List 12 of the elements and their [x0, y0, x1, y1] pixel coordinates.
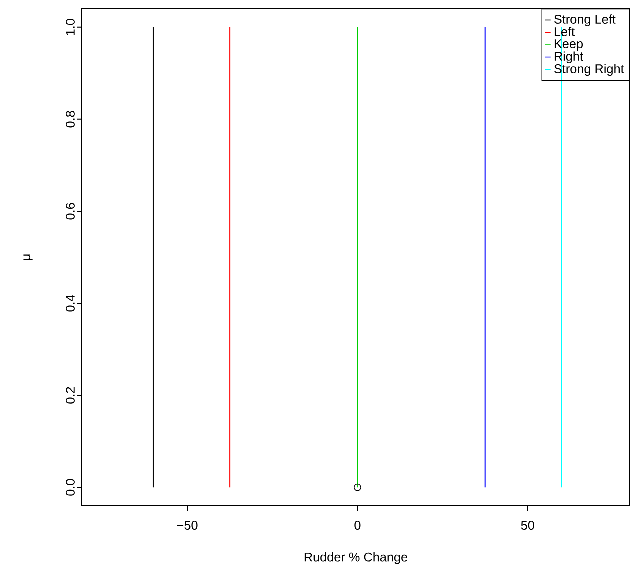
y-tick-label: 0.8: [66, 111, 75, 128]
x-tick-label: 50: [521, 521, 534, 530]
legend-label: Strong Left: [554, 14, 616, 26]
y-axis-title: μ: [24, 254, 33, 260]
y-tick-label: 0.4: [66, 295, 75, 312]
y-tick-label: 0.0: [66, 479, 75, 496]
x-tick-label: −50: [177, 521, 198, 530]
y-tick-label: 0.6: [66, 203, 75, 220]
x-axis-title: Rudder % Change: [304, 552, 408, 564]
y-tick-label: 0.2: [66, 387, 75, 404]
x-tick-label: 0: [354, 521, 361, 530]
y-tick-label: 1.0: [66, 19, 75, 36]
